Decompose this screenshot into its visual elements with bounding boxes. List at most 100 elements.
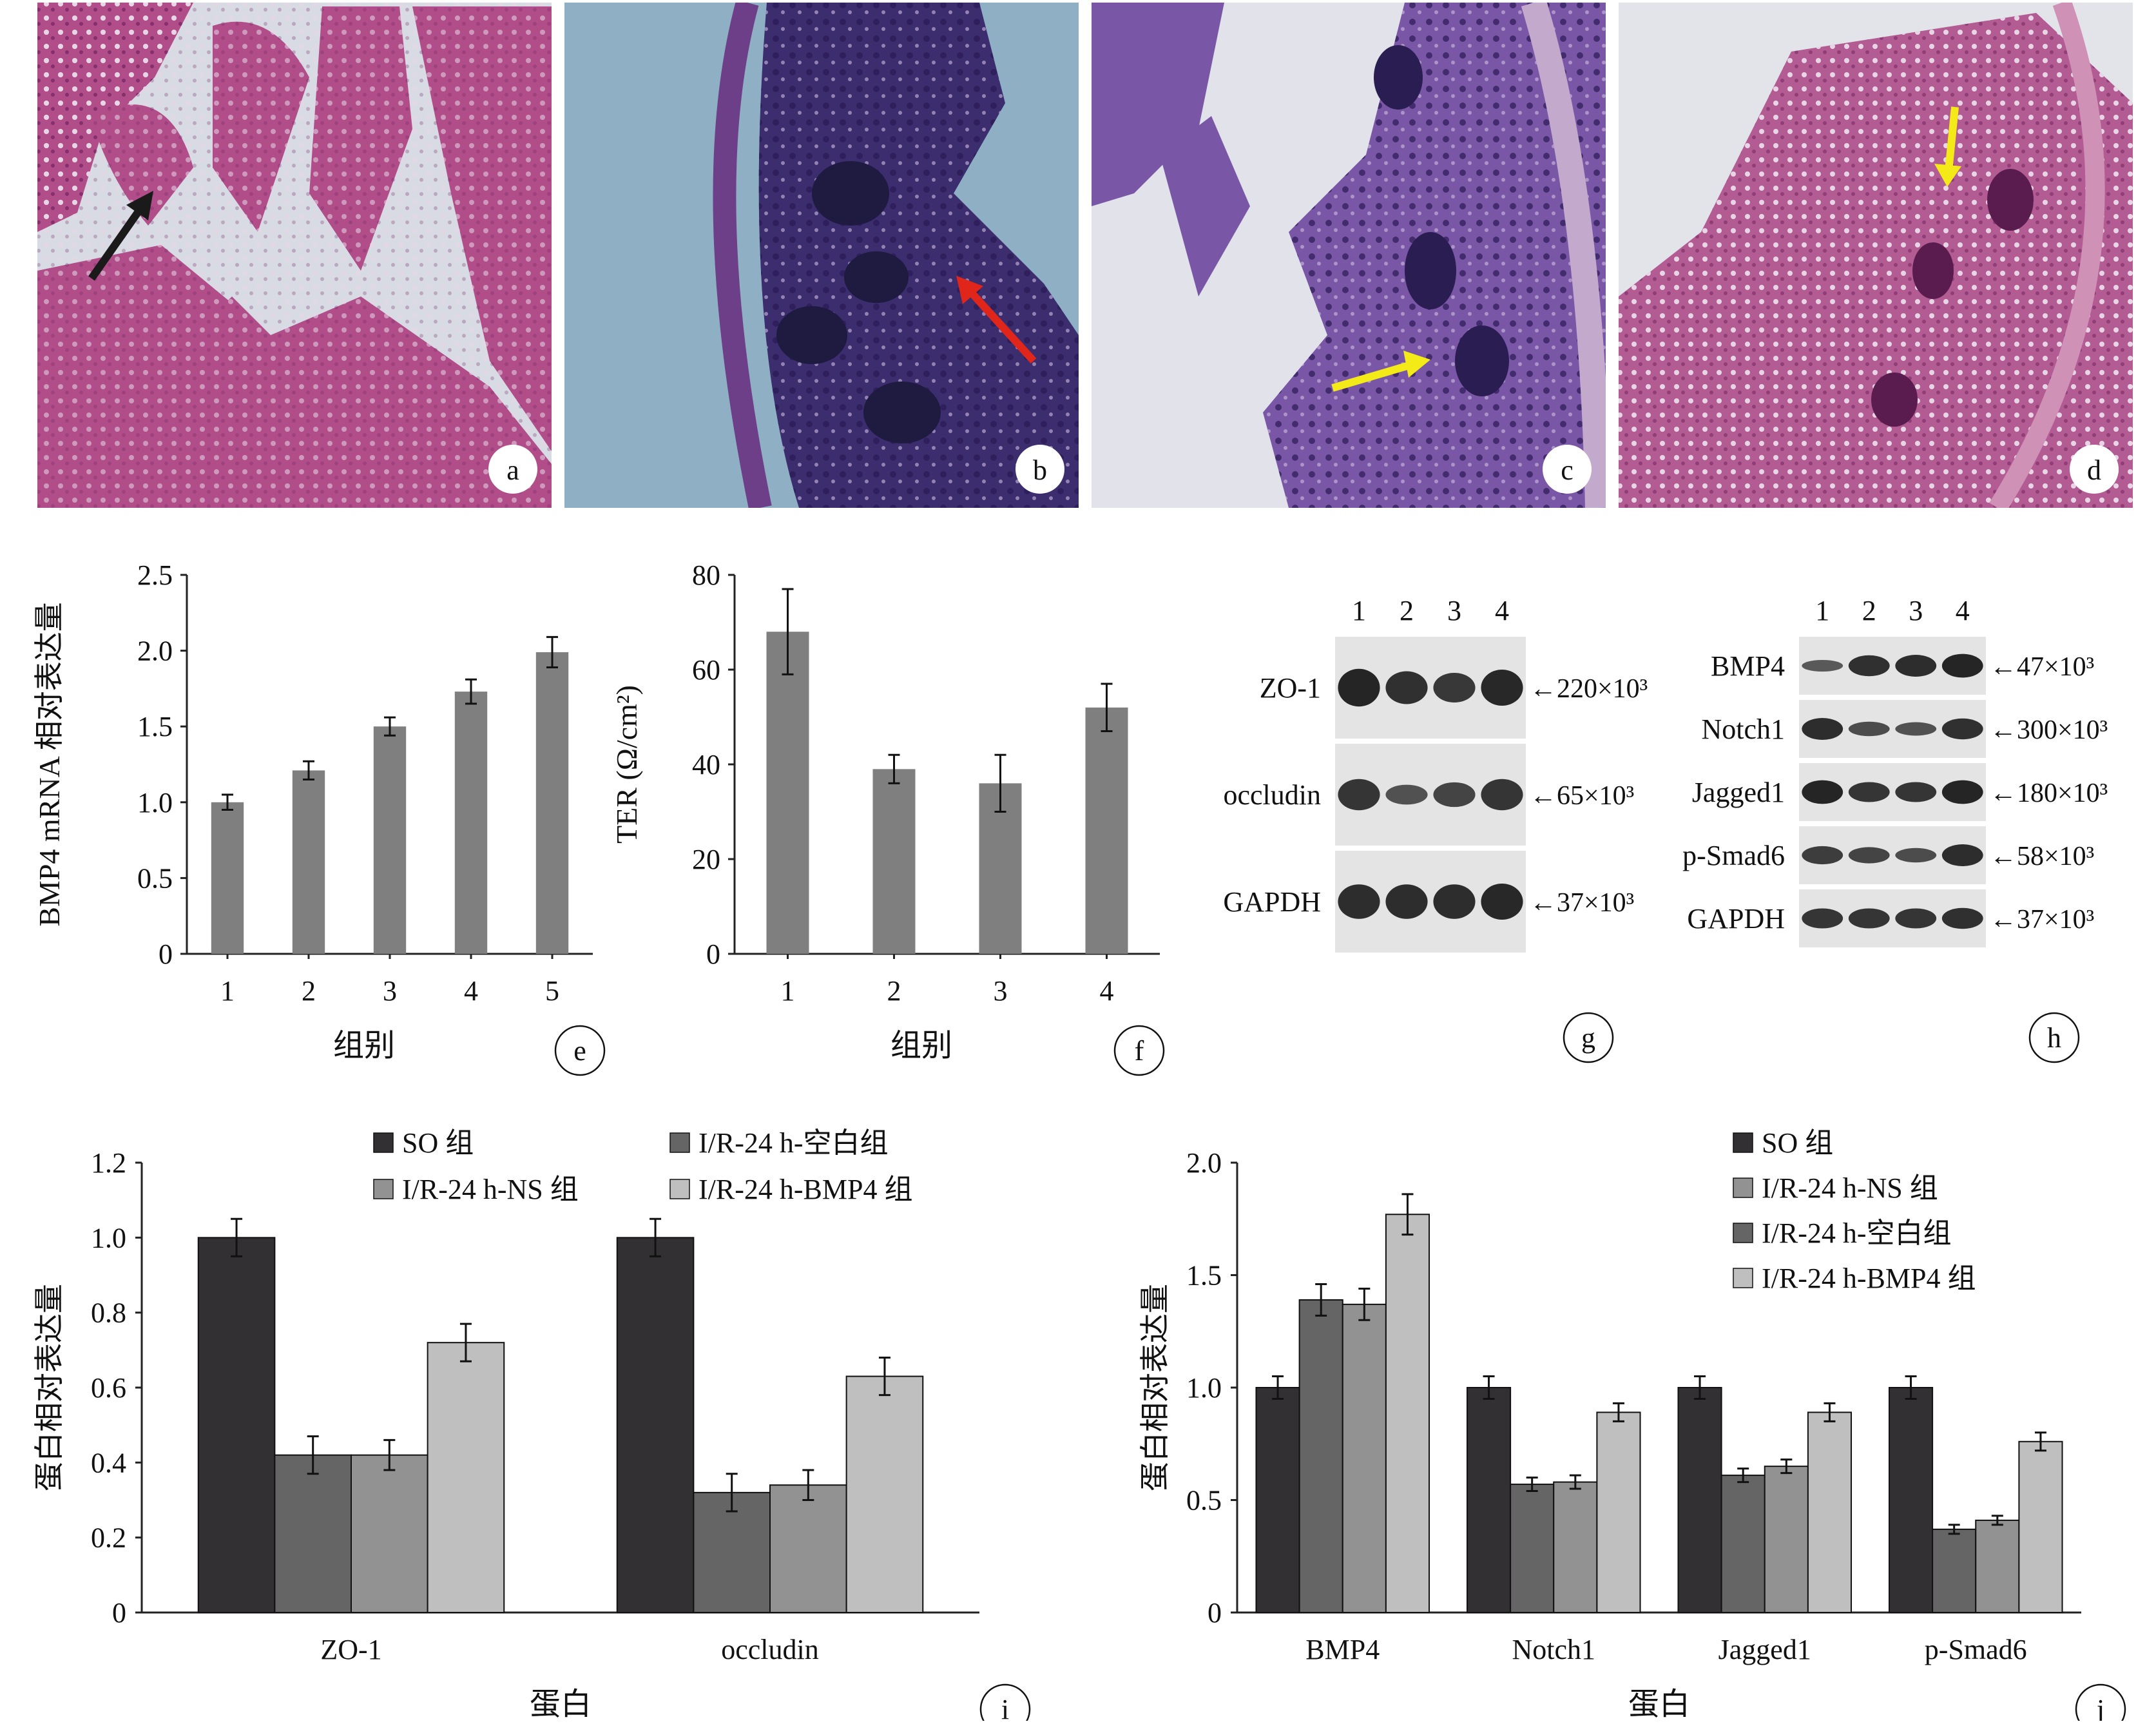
legend-label: I/R-24 h-BMP4 组	[1762, 1263, 1976, 1294]
y-tick-label: 1.5	[1186, 1260, 1222, 1292]
y-tick-label: 0	[159, 938, 173, 970]
y-tick-label: 1.0	[1186, 1372, 1222, 1404]
y-axis-label: 蛋白相对表达量	[33, 1284, 66, 1491]
y-axis-label: 蛋白相对表达量	[1139, 1284, 1171, 1491]
bar	[1385, 1214, 1430, 1613]
panel-letter: j	[2095, 1694, 2104, 1721]
legend-label: SO 组	[1762, 1127, 1833, 1159]
bar	[1553, 1481, 1598, 1614]
x-axis-label: 组别	[890, 1029, 952, 1063]
lane-label: 4	[1495, 595, 1509, 626]
bar	[535, 652, 569, 954]
protein-label: Jagged1	[1692, 777, 1785, 808]
blot-band	[1433, 673, 1476, 702]
bar	[1807, 1411, 1853, 1613]
blot-band	[1802, 846, 1843, 865]
legend-swatch	[1733, 1268, 1753, 1288]
legend-swatch	[373, 1179, 394, 1199]
bar	[1677, 1387, 1722, 1613]
bar	[211, 802, 244, 954]
legend-swatch	[669, 1132, 690, 1153]
svg-text:c: c	[1561, 454, 1574, 486]
blot-band	[1941, 780, 1983, 804]
bar	[845, 1375, 924, 1613]
y-tick-label: 0.8	[91, 1297, 126, 1329]
y-tick-label: 0.2	[91, 1522, 126, 1554]
legend-label: I/R-24 h-BMP4 组	[698, 1174, 912, 1205]
y-tick-label: 80	[692, 559, 720, 591]
x-tick-label: 2	[887, 975, 901, 1007]
y-tick-label: 20	[692, 844, 720, 875]
histology-panel-a	[37, 3, 552, 508]
arrow-icon	[1934, 106, 1961, 187]
blot-band	[1895, 655, 1937, 677]
bar	[373, 726, 407, 954]
y-tick-label: 60	[692, 654, 720, 686]
blot-band	[1895, 908, 1937, 929]
mw-label: ←37×10³	[1530, 888, 1634, 918]
y-tick-label: 0.4	[91, 1447, 126, 1478]
bar	[1975, 1519, 2020, 1613]
svg-text:d: d	[2087, 454, 2101, 486]
blot-band	[1941, 844, 1983, 866]
x-axis-label: 组别	[333, 1029, 395, 1063]
y-tick-label: 0	[706, 938, 720, 970]
blot-band	[1338, 779, 1380, 811]
bar	[1342, 1303, 1387, 1613]
bar	[1932, 1528, 1977, 1613]
svg-text:a: a	[506, 454, 519, 486]
blot-band	[1848, 721, 1890, 737]
blot-band	[1433, 884, 1476, 919]
panel-letter-a: a	[488, 445, 537, 494]
blot-band	[1338, 884, 1380, 919]
histology-panel-c	[1092, 3, 1606, 508]
blot-g: 1 2 3 4 ZO-1 ←220×10³ occludin ←65×10³ GAPDH ←37×…	[1223, 595, 1648, 1063]
x-tick-label: 5	[545, 975, 559, 1007]
blot-band	[1481, 669, 1523, 706]
chart-f: 0 20 40 60 80 1 2 3 4 组别 TER (Ω/cm²) f	[610, 559, 1165, 1076]
x-tick-label: Notch1	[1512, 1634, 1595, 1665]
x-tick-label: 4	[464, 975, 478, 1007]
lane-label: 3	[1909, 595, 1923, 626]
blot-band	[1848, 782, 1890, 802]
arrow-icon	[1331, 351, 1430, 392]
lane-label: 2	[1862, 595, 1876, 626]
blot-band	[1802, 908, 1843, 929]
legend-swatch	[669, 1179, 690, 1199]
bar	[427, 1342, 505, 1613]
panel-letter: h	[2047, 1022, 2061, 1054]
blot-band	[1802, 659, 1843, 672]
blot-band	[1941, 654, 1983, 678]
bar	[769, 1484, 847, 1613]
x-tick-label: 1	[781, 975, 795, 1007]
panel-letter-c: c	[1543, 445, 1592, 494]
panel-letter: f	[1135, 1035, 1144, 1067]
y-tick-label: 1.2	[91, 1147, 126, 1179]
bar	[1255, 1387, 1300, 1613]
panel-letter-circle	[554, 1025, 606, 1076]
x-tick-label: occludin	[721, 1634, 819, 1665]
lane-label: 3	[1447, 595, 1461, 626]
bar	[274, 1454, 352, 1614]
panel-letter: e	[573, 1035, 586, 1067]
protein-label: BMP4	[1711, 650, 1785, 682]
blot-band	[1385, 884, 1428, 919]
protein-label: p-Smad6	[1682, 840, 1785, 871]
lane-label: 4	[1956, 595, 1970, 626]
bar	[1720, 1475, 1766, 1613]
mw-label: ←47×10³	[1990, 652, 2094, 682]
protein-label: ZO-1	[1260, 672, 1321, 704]
y-tick-label: 40	[692, 749, 720, 780]
legend-swatch	[1733, 1223, 1753, 1243]
legend-label: SO 组	[402, 1127, 474, 1159]
protein-label: Notch1	[1701, 713, 1785, 745]
blot-band	[1895, 722, 1937, 736]
bar	[292, 770, 325, 954]
y-tick-label: 2.5	[137, 559, 173, 591]
svg-text:b: b	[1033, 454, 1047, 486]
y-tick-label: 0.5	[1186, 1485, 1222, 1516]
y-axis-label: BMP4 mRNA 相对表达量	[33, 602, 66, 927]
y-axis-label: TER (Ω/cm²)	[610, 685, 643, 844]
bar	[2018, 1440, 2063, 1613]
x-tick-label: 1	[220, 975, 235, 1007]
